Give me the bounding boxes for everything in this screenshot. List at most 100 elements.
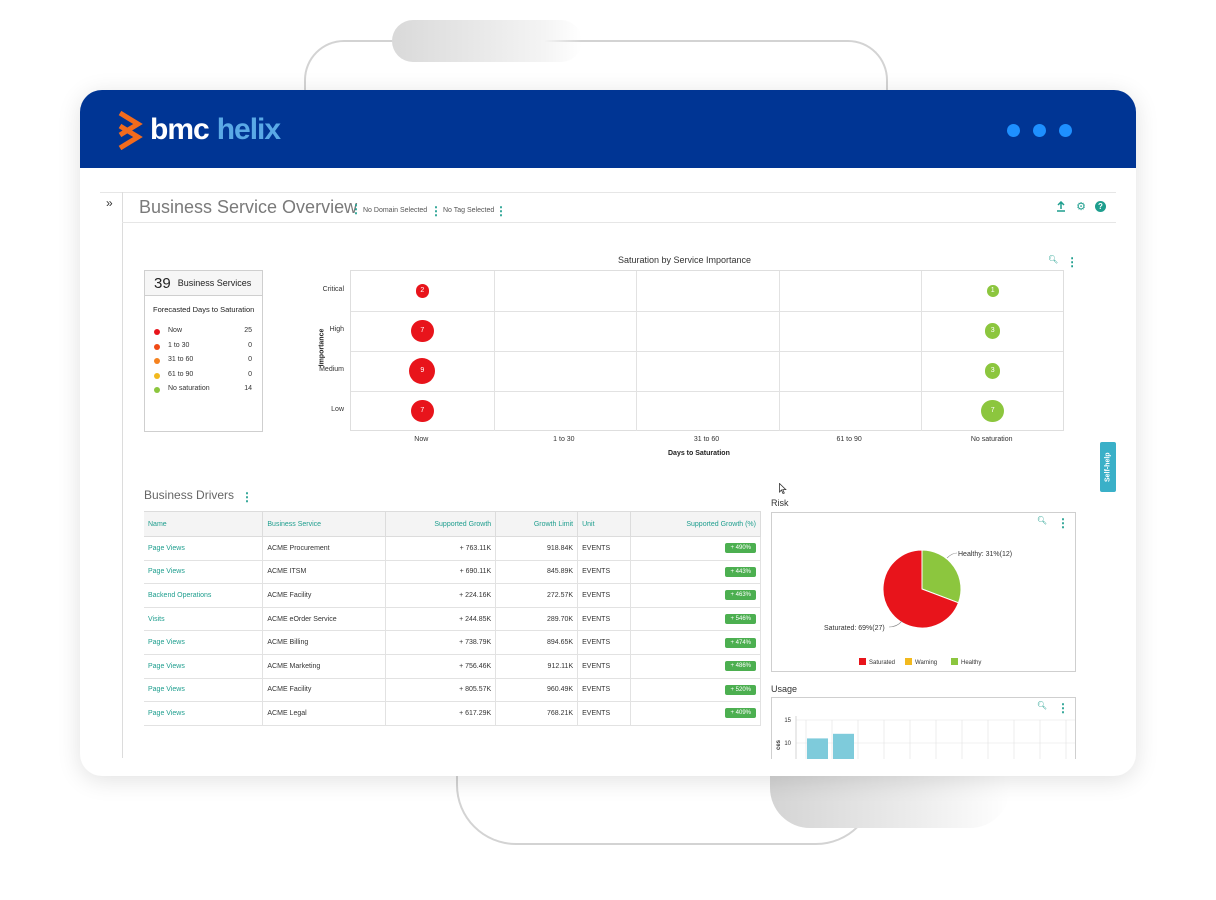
chart-menu-icon[interactable]: ⋮ bbox=[1066, 255, 1079, 269]
table-row[interactable]: Backend Operations ACME Facility + 224.16K… bbox=[144, 583, 761, 608]
driver-name-link[interactable]: Visits bbox=[144, 607, 264, 632]
business-services-summary: 39 Business Services Forecasted Days to … bbox=[144, 270, 263, 432]
y-tick-label: High bbox=[329, 326, 344, 333]
table-row[interactable]: Page Views ACME Facility + 805.57K 960.49K E… bbox=[144, 678, 761, 703]
driver-name-link[interactable]: Page Views bbox=[144, 701, 264, 726]
bubble-point[interactable]: 3 bbox=[985, 323, 1001, 339]
legend-item: Now 25 bbox=[145, 326, 262, 341]
services-label: Business Services bbox=[177, 278, 252, 288]
growth-percent-cell: + 409% bbox=[630, 701, 761, 726]
pie-slice[interactable] bbox=[921, 549, 962, 604]
legend-value: 14 bbox=[244, 385, 252, 392]
column-header[interactable]: Supported Growth (%) bbox=[630, 511, 761, 537]
drivers-menu-icon[interactable]: ⋮ bbox=[241, 490, 253, 504]
summary-subtitle: Forecasted Days to Saturation bbox=[153, 305, 255, 314]
pie-legend-swatch bbox=[859, 658, 866, 665]
legend-dot bbox=[154, 329, 160, 335]
column-header[interactable]: Business Service bbox=[262, 511, 387, 537]
growth-badge: + 443% bbox=[725, 566, 756, 577]
table-cell: ACME Facility bbox=[262, 678, 387, 703]
bubble-point[interactable]: 3 bbox=[985, 363, 1001, 379]
driver-name-link[interactable]: Page Views bbox=[144, 654, 264, 679]
driver-name-link[interactable]: Page Views bbox=[144, 560, 264, 585]
help-icon[interactable]: ? bbox=[1095, 201, 1106, 212]
risk-menu-icon[interactable]: ⋮ bbox=[1057, 516, 1069, 530]
risk-title: Risk bbox=[771, 498, 789, 508]
bubble-point[interactable]: 7 bbox=[411, 399, 434, 423]
x-axis-title: Days to Saturation bbox=[668, 450, 730, 457]
self-help-tab[interactable]: Self-help bbox=[1100, 442, 1116, 492]
table-cell: 768.21K bbox=[495, 701, 579, 726]
divider bbox=[100, 192, 1116, 193]
legend-label: 31 to 60 bbox=[168, 356, 194, 363]
legend-dot bbox=[154, 372, 160, 379]
driver-name-link[interactable]: Backend Operations bbox=[144, 583, 264, 608]
sidebar-divider bbox=[122, 192, 123, 758]
table-cell: ACME Procurement bbox=[262, 536, 387, 561]
table-row[interactable]: Page Views ACME Legal + 617.29K 768.21K EVEN… bbox=[144, 701, 761, 726]
table-row[interactable]: Page Views ACME Marketing + 756.46K 912.11K… bbox=[144, 654, 761, 679]
table-cell: 894.65K bbox=[495, 630, 579, 655]
table-row[interactable]: Visits ACME eOrder Service + 244.85K 289.70… bbox=[144, 607, 761, 632]
y-tick-label: 15 bbox=[784, 718, 791, 724]
zoom-icon[interactable]: 🔍︎ bbox=[1036, 516, 1047, 525]
tag-menu-icon[interactable]: ⋮ bbox=[495, 204, 507, 218]
growth-badge: + 486% bbox=[725, 661, 756, 672]
expand-sidebar-button[interactable]: » bbox=[106, 196, 113, 210]
pie-legend-label: Saturated bbox=[869, 660, 895, 666]
table-row[interactable]: Page Views ACME Procurement + 763.11K 918.8… bbox=[144, 536, 761, 561]
growth-badge: + 463% bbox=[725, 590, 756, 601]
bubble-point[interactable]: 2 bbox=[415, 284, 430, 298]
bmc-helix-logo[interactable]: bmc helix bbox=[116, 110, 281, 150]
pie-slice[interactable] bbox=[882, 549, 960, 629]
zoom-icon[interactable]: 🔍︎ bbox=[1048, 255, 1059, 264]
usage-bar[interactable] bbox=[833, 733, 854, 759]
legend-value: 0 bbox=[248, 356, 252, 363]
table-cell: ACME Billing bbox=[262, 630, 387, 655]
growth-badge: + 409% bbox=[725, 708, 756, 719]
growth-percent-cell: + 474% bbox=[630, 630, 761, 655]
table-cell: 960.49K bbox=[495, 678, 579, 703]
legend-dot bbox=[154, 343, 160, 350]
window-dot[interactable] bbox=[1007, 124, 1020, 137]
zoom-icon[interactable]: 🔍︎ bbox=[1036, 701, 1047, 710]
usage-tools: 🔍︎ ⋮ bbox=[1037, 701, 1069, 715]
window-dot[interactable] bbox=[1033, 124, 1046, 137]
usage-menu-icon[interactable]: ⋮ bbox=[1057, 701, 1069, 715]
title-menu-icon[interactable]: ⋮ bbox=[350, 202, 362, 216]
bubble-point[interactable]: 7 bbox=[981, 399, 1004, 423]
window-dot[interactable] bbox=[1059, 124, 1072, 137]
column-header[interactable]: Name bbox=[144, 511, 264, 537]
domain-menu-icon[interactable]: ⋮ bbox=[430, 204, 442, 218]
window-dots[interactable] bbox=[1007, 124, 1072, 137]
logo-helix-text: helix bbox=[216, 113, 281, 146]
driver-name-link[interactable]: Page Views bbox=[144, 536, 264, 561]
app-header: bmc helix bbox=[80, 90, 1136, 168]
grid-line bbox=[351, 391, 1063, 392]
table-row[interactable]: Page Views ACME ITSM + 690.11K 845.89K EVENT… bbox=[144, 560, 761, 585]
driver-name-link[interactable]: Page Views bbox=[144, 630, 264, 655]
bubble-point[interactable]: 9 bbox=[409, 357, 436, 385]
export-icon[interactable] bbox=[1055, 201, 1067, 213]
legend-label: 61 to 90 bbox=[168, 370, 194, 378]
column-header[interactable]: Unit bbox=[577, 511, 632, 537]
gear-icon[interactable]: ⚙ bbox=[1076, 201, 1086, 213]
bmc-chevron-logo-icon bbox=[118, 110, 143, 150]
y-tick-label: Low bbox=[331, 406, 344, 413]
table-cell: ACME ITSM bbox=[262, 560, 387, 585]
growth-percent-cell: + 463% bbox=[630, 583, 761, 608]
bubble-point[interactable]: 1 bbox=[986, 285, 999, 297]
legend-value: 0 bbox=[248, 370, 252, 378]
domain-filter[interactable]: No Domain Selected bbox=[363, 207, 428, 214]
x-tick-label: 61 to 90 bbox=[836, 436, 862, 443]
usage-bar[interactable] bbox=[807, 738, 828, 759]
column-header[interactable]: Supported Growth bbox=[385, 511, 497, 537]
table-cell: EVENTS bbox=[577, 607, 632, 632]
bubble-point[interactable]: 7 bbox=[411, 319, 434, 343]
driver-name-link[interactable]: Page Views bbox=[144, 678, 264, 703]
table-cell: ACME Marketing bbox=[262, 654, 387, 679]
x-tick-label: Now bbox=[414, 436, 429, 443]
tag-filter[interactable]: No Tag Selected bbox=[443, 207, 495, 214]
column-header[interactable]: Growth Limit bbox=[495, 511, 579, 537]
table-row[interactable]: Page Views ACME Billing + 738.79K 894.65K EV… bbox=[144, 630, 761, 655]
